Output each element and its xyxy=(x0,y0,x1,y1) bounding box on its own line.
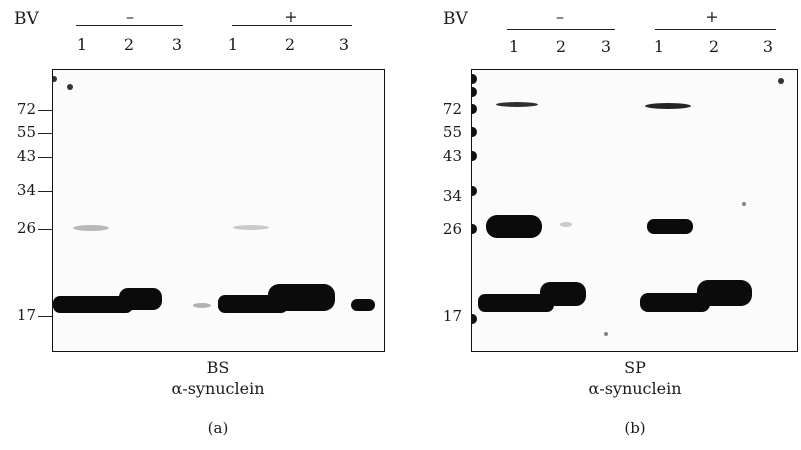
mw-tick xyxy=(38,110,52,111)
mw-marker: 34 xyxy=(442,187,462,205)
band-17kda-faint xyxy=(193,303,211,308)
band-17kda xyxy=(478,294,554,312)
ladder-marker xyxy=(472,186,477,196)
mw-marker: 43 xyxy=(442,147,462,165)
band-17kda xyxy=(119,288,162,310)
lane-label: 3 xyxy=(338,35,350,54)
lane-label: 1 xyxy=(76,35,88,54)
group-minus-label: – xyxy=(126,7,134,26)
band-26kda xyxy=(486,215,542,238)
band-17kda xyxy=(53,296,133,313)
band-72kda xyxy=(496,102,538,107)
ladder-marker xyxy=(472,151,477,161)
mw-marker: 34 xyxy=(16,181,36,199)
mw-marker: 72 xyxy=(16,100,36,118)
ladder-marker xyxy=(472,314,477,324)
mw-tick xyxy=(38,316,52,317)
panel-label: (a) xyxy=(207,419,229,437)
lane-label: 2 xyxy=(708,37,720,56)
band-26kda-faint xyxy=(233,225,269,230)
antibody-label: α-synuclein xyxy=(171,379,265,398)
group-minus-rule xyxy=(507,29,615,30)
mw-tick xyxy=(38,157,52,158)
ladder-marker xyxy=(472,74,477,84)
lane-label: 3 xyxy=(762,37,774,56)
western-blot-image xyxy=(471,69,798,352)
bv-label: BV xyxy=(443,9,468,29)
group-plus-label: + xyxy=(284,7,298,26)
lane-label: 1 xyxy=(227,35,239,54)
blot-speck xyxy=(67,84,73,90)
panel-label: (b) xyxy=(624,419,646,437)
mw-tick xyxy=(38,229,52,230)
band-26kda-faint xyxy=(560,222,572,227)
band-26kda-faint xyxy=(73,225,109,231)
ladder-marker xyxy=(472,127,477,137)
blot-speck xyxy=(53,76,57,82)
band-17kda xyxy=(640,293,710,312)
lane-label: 2 xyxy=(555,37,567,56)
sample-label: BS xyxy=(206,358,230,377)
mw-marker: 72 xyxy=(442,100,462,118)
mw-marker: 55 xyxy=(16,123,36,141)
mw-tick xyxy=(38,191,52,192)
lane-label: 3 xyxy=(171,35,183,54)
mw-marker: 17 xyxy=(16,306,36,324)
bv-label: BV xyxy=(14,9,39,29)
lane-label: 1 xyxy=(508,37,520,56)
ladder-marker xyxy=(472,224,477,234)
band-17kda xyxy=(268,284,335,311)
group-minus-label: – xyxy=(556,7,564,26)
group-minus-rule xyxy=(76,25,183,26)
group-plus-label: + xyxy=(705,7,719,26)
band-17kda xyxy=(540,282,586,306)
lane-label: 1 xyxy=(653,37,665,56)
blot-speck xyxy=(604,332,608,336)
blot-speck xyxy=(778,78,784,84)
lane-label: 2 xyxy=(284,35,296,54)
lane-label: 2 xyxy=(123,35,135,54)
mw-marker: 55 xyxy=(442,123,462,141)
mw-marker: 17 xyxy=(442,307,462,325)
group-plus-rule xyxy=(655,29,776,30)
ladder-marker xyxy=(472,104,477,114)
band-72kda xyxy=(645,103,691,109)
mw-marker: 43 xyxy=(16,147,36,165)
western-blot-image xyxy=(52,69,385,352)
mw-tick xyxy=(38,133,52,134)
antibody-label: α-synuclein xyxy=(588,379,682,398)
band-17kda xyxy=(697,280,752,306)
group-plus-rule xyxy=(232,25,352,26)
mw-marker: 26 xyxy=(442,220,462,238)
lane-label: 3 xyxy=(600,37,612,56)
sample-label: SP xyxy=(624,358,646,377)
mw-marker: 26 xyxy=(16,219,36,237)
band-17kda xyxy=(351,299,375,311)
band-26kda xyxy=(647,219,693,234)
ladder-marker xyxy=(472,87,477,97)
blot-speck xyxy=(742,202,746,206)
